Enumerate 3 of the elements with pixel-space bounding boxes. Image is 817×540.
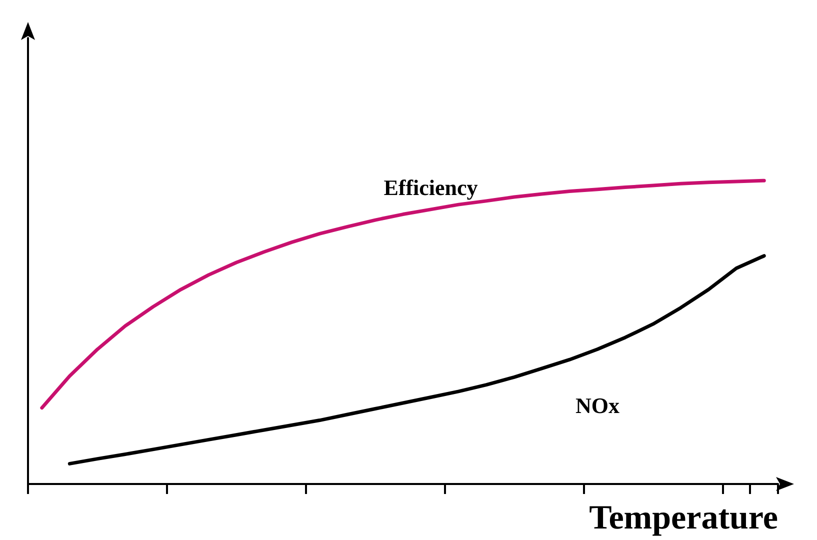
series-label: NOx (575, 392, 620, 418)
series-label: Efficiency (384, 174, 478, 200)
x-axis-title: Temperature (589, 500, 778, 536)
